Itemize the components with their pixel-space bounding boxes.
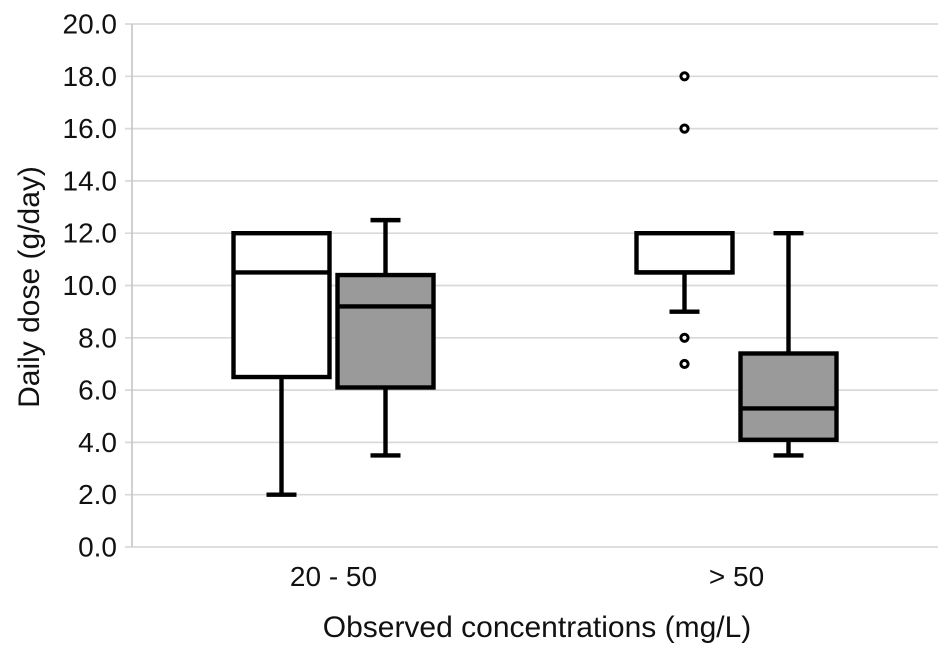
y-tick-label: 8.0 [78,322,117,353]
outlier-point [679,358,690,370]
y-tick-label: 6.0 [78,375,117,406]
y-tick-label: 18.0 [63,61,118,92]
y-tick-label: 10.0 [63,270,118,301]
y-axis-title: Daily dose (g/day) [13,166,46,408]
y-tick-label: 14.0 [63,165,118,196]
outlier-point [679,332,690,343]
x-tick-label: 20 - 50 [290,561,377,592]
y-tick-label: 4.0 [78,427,117,458]
outlier-point [679,71,690,82]
box-rect [738,351,839,442]
box-group-white-1 [634,71,735,370]
box-rect [231,230,332,380]
x-tick-label: > 50 [709,561,764,592]
box-rect [634,230,735,275]
box-group-gray-0 [335,217,436,458]
y-tick-label: 16.0 [63,113,118,144]
box-group-white-0 [231,230,332,497]
x-axis-title: Observed concentrations (mg/L) [322,611,752,644]
box-rect [335,272,436,390]
box-group-gray-1 [738,230,839,458]
outlier-point [679,123,690,134]
y-tick-label: 20.0 [63,9,118,40]
y-tick-label: 12.0 [63,218,118,249]
y-tick-label: 2.0 [78,479,117,510]
y-tick-label: 0.0 [78,532,117,563]
